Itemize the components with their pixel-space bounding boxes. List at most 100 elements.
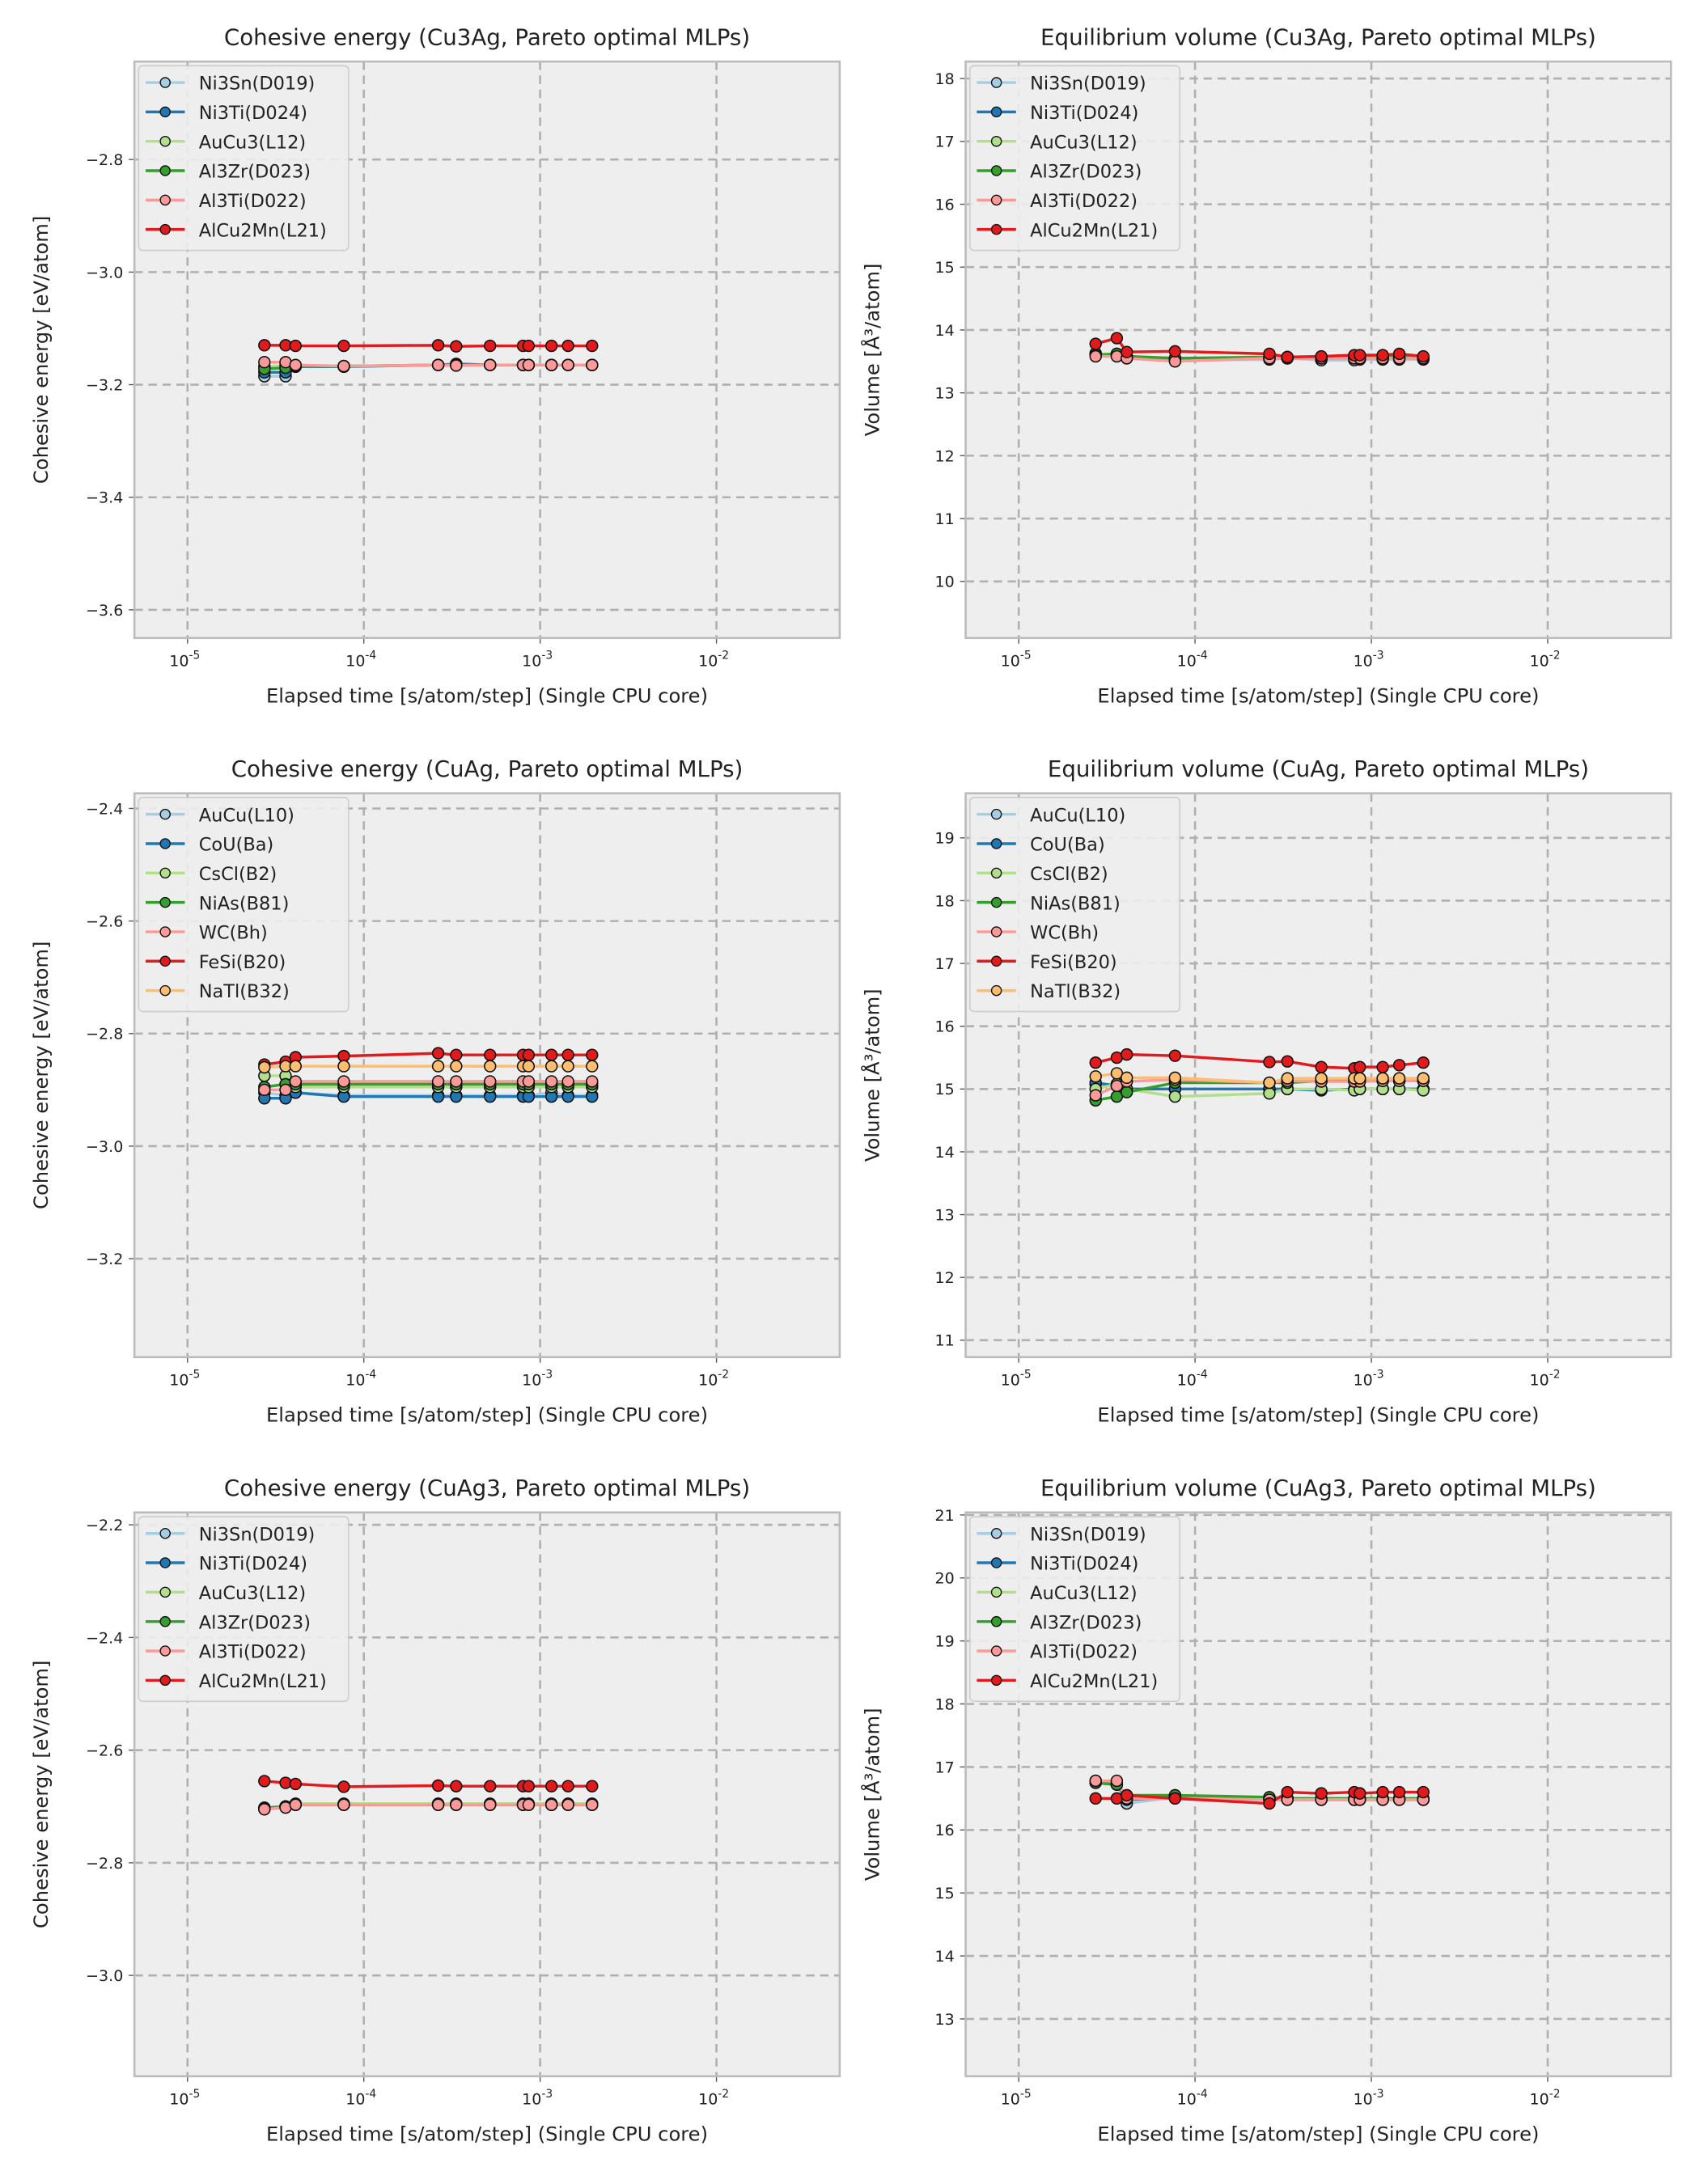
data-point — [484, 1780, 497, 1792]
chart-title: Equilibrium volume (Cu3Ag, Pareto optima… — [1040, 23, 1596, 50]
legend-marker — [990, 1586, 1002, 1598]
x-tick-exponent: -2 — [718, 1369, 729, 1382]
data-point — [1263, 1076, 1276, 1090]
data-point — [1089, 1070, 1102, 1083]
y-tick-label: −3.0 — [86, 1138, 123, 1156]
legend-label: WC(Bh) — [1030, 923, 1099, 944]
y-tick-label: 16 — [935, 1018, 955, 1036]
data-point — [522, 358, 536, 371]
data-point — [484, 358, 497, 371]
y-tick-label: −3.4 — [86, 489, 123, 507]
legend-label: Ni3Sn(D019) — [1030, 1524, 1146, 1545]
data-point — [1089, 1089, 1102, 1102]
y-tick-label: −2.8 — [86, 1026, 123, 1043]
data-point — [1417, 349, 1430, 363]
data-point — [1392, 1059, 1406, 1072]
x-tick-exponent: -3 — [541, 2088, 553, 2101]
x-tick-exponent: -4 — [1197, 650, 1208, 662]
x-tick-label: 10-4 — [1177, 2088, 1208, 2109]
legend-label: AlCu2Mn(L21) — [199, 220, 327, 241]
legend-label: Al3Zr(D023) — [199, 162, 311, 183]
data-point — [1089, 349, 1102, 363]
x-tick-label: 10-2 — [698, 2088, 729, 2109]
legend-label: Ni3Ti(D024) — [1030, 1554, 1138, 1575]
data-point — [1168, 1049, 1182, 1062]
data-point — [1263, 1797, 1276, 1810]
data-point — [1354, 1787, 1366, 1800]
data-point — [1376, 1072, 1389, 1085]
legend-marker — [990, 165, 1002, 176]
y-tick-label: −2.6 — [86, 1742, 123, 1760]
y-tick-label: 18 — [935, 1695, 955, 1713]
data-point — [1354, 1060, 1366, 1073]
data-point — [1392, 1785, 1406, 1799]
y-tick-label: 18 — [935, 892, 955, 910]
legend-marker — [990, 223, 1002, 235]
y-tick-label: 17 — [935, 1759, 955, 1776]
y-tick-label: 12 — [935, 447, 955, 465]
data-point — [544, 339, 558, 353]
y-tick-label: −2.8 — [86, 1855, 123, 1873]
data-point — [450, 1060, 463, 1073]
y-tick-label: −3.0 — [86, 264, 123, 281]
legend-marker — [159, 1586, 171, 1598]
legend-marker — [159, 1527, 171, 1539]
x-axis-label: Elapsed time [s/atom/step] (Single CPU c… — [1097, 1403, 1539, 1426]
legend-marker — [159, 194, 171, 206]
x-tick-exponent: -4 — [365, 650, 376, 662]
legend-box — [968, 65, 1181, 252]
data-point — [544, 1048, 558, 1061]
legend-box — [138, 1516, 350, 1703]
y-tick-label: −3.6 — [86, 602, 123, 620]
legend-label: AuCu3(L12) — [199, 1583, 306, 1604]
data-point — [337, 1075, 350, 1088]
legend-marker — [159, 955, 171, 967]
y-tick-label: 13 — [935, 385, 955, 403]
series-line — [264, 344, 592, 348]
data-point — [289, 1798, 302, 1811]
legend-marker — [990, 1557, 1002, 1568]
legend: AuCu(L10) CoU(Ba) CsCl(B2) NiAs(B81) WC(Bh) F… — [138, 797, 350, 1013]
data-point — [337, 339, 350, 353]
plot-frame — [964, 792, 1672, 1359]
y-tick-label: −2.2 — [86, 1517, 123, 1534]
x-tick-exponent: -5 — [1020, 650, 1032, 662]
legend-marker — [990, 1615, 1002, 1627]
legend-label: NaTl(B32) — [199, 981, 290, 1002]
plot-frame — [964, 1511, 1672, 2078]
data-point — [1110, 1774, 1124, 1788]
y-axis-label: Volume [Å³/atom] — [860, 264, 883, 437]
data-point — [258, 356, 271, 369]
x-axis-label: Elapsed time [s/atom/step] (Single CPU c… — [1097, 2123, 1539, 2145]
y-tick-label: 16 — [935, 1822, 955, 1839]
data-point — [450, 1798, 463, 1811]
data-point — [1121, 1788, 1133, 1802]
legend-marker — [159, 1615, 171, 1627]
x-tick-exponent: -3 — [1373, 2088, 1384, 2101]
legend-marker — [990, 926, 1002, 938]
data-point — [1281, 1785, 1294, 1799]
x-axis-label: Elapsed time [s/atom/step] (Single CPU c… — [1097, 684, 1539, 707]
y-tick-label: 19 — [935, 1633, 955, 1651]
legend-marker — [990, 106, 1002, 118]
y-tick-label: 14 — [935, 1948, 955, 1966]
x-tick-exponent: -5 — [1020, 2088, 1032, 2101]
x-tick-label: 10-2 — [698, 650, 729, 671]
data-point — [1315, 1787, 1328, 1800]
data-point — [484, 339, 497, 353]
legend-label: Al3Ti(D022) — [199, 1642, 307, 1663]
data-point — [289, 1060, 302, 1073]
data-point — [289, 358, 302, 371]
x-axis-label: Elapsed time [s/atom/step] (Single CPU c… — [266, 2123, 708, 2145]
y-tick-label: −3.2 — [86, 376, 123, 394]
data-point — [258, 339, 271, 352]
legend-label: FeSi(B20) — [1030, 952, 1117, 973]
data-point — [1110, 332, 1124, 345]
y-tick-label: 20 — [935, 1570, 955, 1588]
y-tick-label: −3.2 — [86, 1251, 123, 1268]
x-tick-exponent: -2 — [718, 2088, 729, 2101]
legend-marker — [990, 1645, 1002, 1657]
data-point — [289, 339, 302, 353]
legend-marker — [990, 838, 1002, 849]
x-tick-label: 10-2 — [1530, 650, 1561, 671]
